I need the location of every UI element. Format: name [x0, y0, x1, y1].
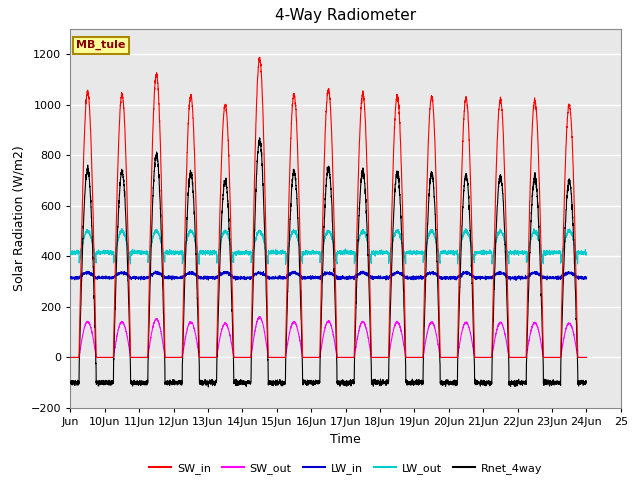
Y-axis label: Solar Radiation (W/m2): Solar Radiation (W/m2) [12, 145, 26, 291]
Legend: SW_in, SW_out, LW_in, LW_out, Rnet_4way: SW_in, SW_out, LW_in, LW_out, Rnet_4way [145, 458, 547, 478]
X-axis label: Time: Time [330, 432, 361, 445]
Text: MB_tule: MB_tule [76, 40, 125, 50]
Title: 4-Way Radiometer: 4-Way Radiometer [275, 9, 416, 24]
